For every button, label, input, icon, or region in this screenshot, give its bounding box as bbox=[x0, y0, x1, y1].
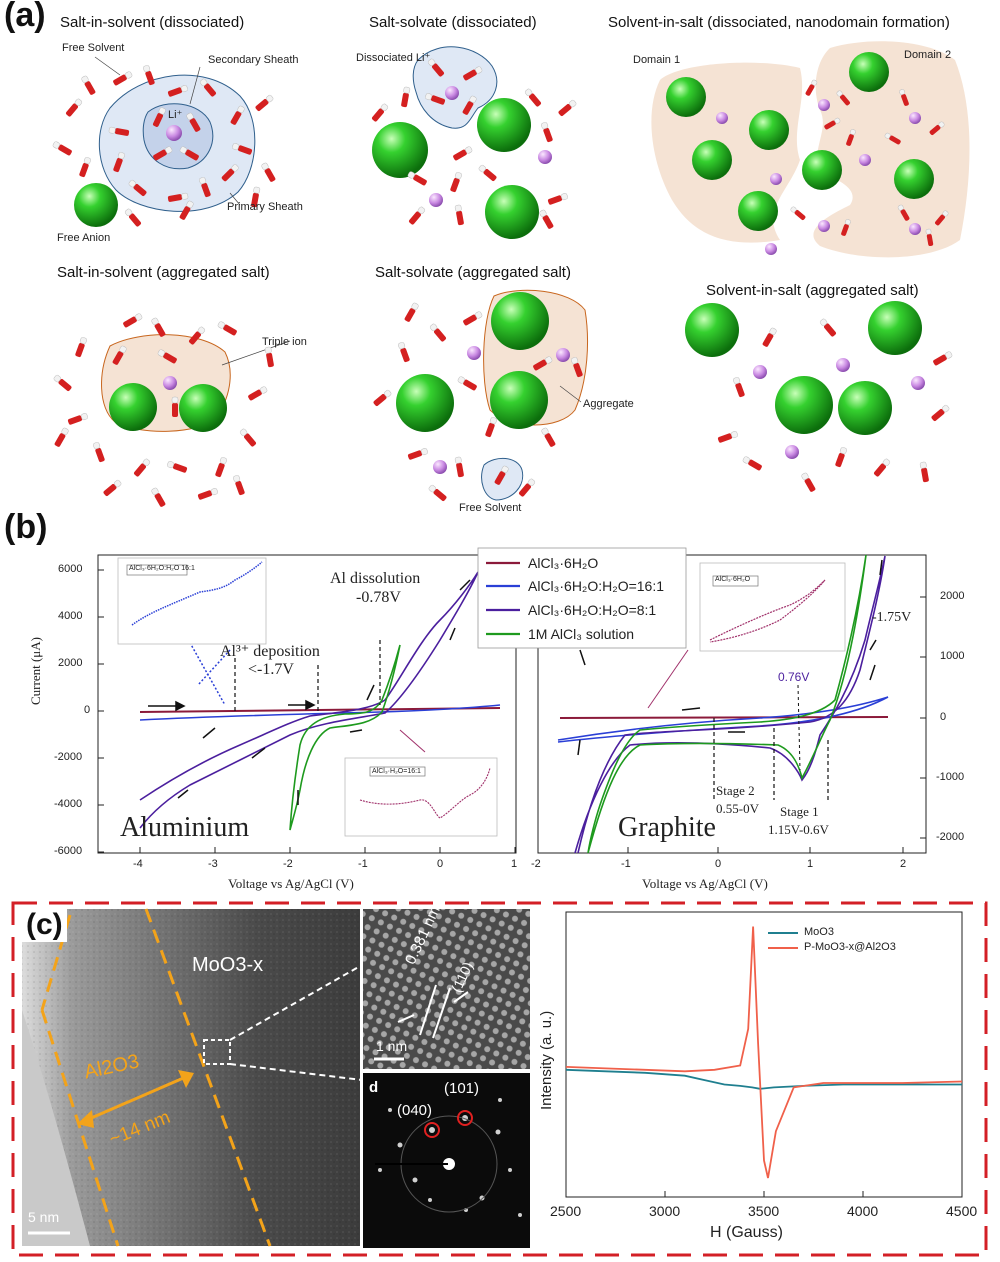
ann-al-deposition-value: <-1.7V bbox=[248, 661, 294, 678]
epr-xtick-3500: 3500 bbox=[748, 1203, 780, 1219]
label-dissociated-li: Dissociated Li⁺ bbox=[356, 52, 431, 64]
li-ion bbox=[166, 125, 182, 141]
label-triple-ion: Triple ion bbox=[262, 336, 307, 348]
title-solvent-in-salt-aggregated: Solvent-in-salt (aggregated salt) bbox=[706, 282, 919, 299]
epr-legend-p-moo3x: P-MoO3-x@Al2O3 bbox=[804, 941, 896, 953]
title-salt-in-solvent-aggregated: Salt-in-solvent (aggregated salt) bbox=[57, 264, 270, 281]
label-primary-sheath: Primary Sheath bbox=[227, 201, 303, 213]
ann-stage2-range: 0.55-0V bbox=[716, 801, 759, 816]
label-1nm-scale: 1 nm bbox=[376, 1038, 408, 1054]
panel-c-letter: (c) bbox=[22, 908, 67, 942]
title-salt-in-solvent-dissociated: Salt-in-solvent (dissociated) bbox=[60, 14, 245, 31]
legend-series-2: AlCl₃·6H₂O:H₂O=16:1 bbox=[528, 578, 665, 594]
left-xtick-1: 1 bbox=[511, 858, 518, 870]
left-xtick-0: 0 bbox=[437, 858, 444, 870]
ann-stage2: Stage 2 bbox=[716, 783, 755, 798]
title-salt-solvate-dissociated: Salt-solvate (dissociated) bbox=[369, 14, 537, 31]
panel-b-letter: (b) bbox=[4, 508, 48, 546]
left-inset-title: AlCl₃·6H₂O:H₂O 16:1 bbox=[129, 565, 195, 572]
label-moo3x: MoO3-x bbox=[192, 954, 264, 976]
right-xtick-n1: -1 bbox=[621, 858, 631, 870]
legend-series-4: 1M AlCl₃ solution bbox=[528, 626, 635, 642]
label-plane-040: (040) bbox=[397, 1102, 433, 1119]
epr-xtick-4000: 4000 bbox=[847, 1203, 879, 1219]
right-xtick-1: 1 bbox=[807, 858, 814, 870]
epr-xlabel: H (Gauss) bbox=[710, 1224, 783, 1241]
left-ytick-0: 0 bbox=[84, 704, 91, 716]
label-li-plus: Li⁺ bbox=[168, 109, 183, 121]
epr-xtick-3000: 3000 bbox=[649, 1203, 681, 1219]
left-ytick-2000: 2000 bbox=[58, 657, 83, 669]
right-xlabel: Voltage vs Ag/AgCl (V) bbox=[642, 876, 768, 891]
left-ytick-6000: 6000 bbox=[58, 563, 83, 575]
right-ytick-1000: 1000 bbox=[940, 650, 965, 662]
epr-ylabel: Intensity (a. u.) bbox=[538, 1010, 555, 1110]
ann-al-deposition: Al³⁺ deposition bbox=[220, 643, 320, 660]
label-domain-2: Domain 2 bbox=[904, 49, 952, 61]
epr-series-line-0 bbox=[565, 1068, 962, 1090]
right-ytick-0: 0 bbox=[940, 711, 947, 723]
left-xtick-n3: -3 bbox=[208, 858, 218, 870]
epr-series-line-1 bbox=[565, 926, 963, 1179]
right-label-graphite: Graphite bbox=[618, 812, 716, 843]
left-inset2-title: AlCl₃·H₂O=16:1 bbox=[372, 768, 421, 775]
label-domain-1: Domain 1 bbox=[633, 54, 681, 66]
left-label-aluminium: Aluminium bbox=[120, 812, 250, 843]
label-saed-d: d bbox=[369, 1079, 379, 1096]
epr-legend-moo3: MoO3 bbox=[804, 926, 834, 938]
panel-a-letter: (a) bbox=[4, 0, 46, 34]
free-anion-sphere bbox=[74, 183, 118, 227]
panel-a-molecular-illustration bbox=[51, 41, 970, 508]
legend-series-3: AlCl₃·6H₂O:H₂O=8:1 bbox=[528, 602, 657, 618]
label-secondary-sheath: Secondary Sheath bbox=[208, 54, 299, 66]
ann-stage1-range: 1.15V-0.6V bbox=[768, 822, 829, 837]
left-ytick-n4000: -4000 bbox=[54, 798, 83, 810]
right-xtick-2: 2 bbox=[900, 858, 907, 870]
panel-b-cv-plots bbox=[97, 547, 927, 854]
left-xlabel: Voltage vs Ag/AgCl (V) bbox=[228, 876, 354, 891]
left-ytick-n2000: -2000 bbox=[54, 751, 83, 763]
right-xtick-0: 0 bbox=[715, 858, 722, 870]
label-free-solvent: Free Solvent bbox=[62, 42, 125, 54]
right-inset-title: AlCl₃·6H₂O bbox=[715, 576, 751, 583]
legend-series-1: AlCl₃·6H₂O bbox=[528, 555, 599, 571]
title-salt-solvate-aggregated: Salt-solvate (aggregated salt) bbox=[375, 264, 571, 281]
ann-al-dissolution: Al dissolution bbox=[330, 570, 421, 587]
right-ytick-n2000: -2000 bbox=[936, 831, 965, 843]
epr-xtick-4500: 4500 bbox=[946, 1203, 978, 1219]
label-aggregate: Aggregate bbox=[583, 398, 634, 410]
left-xtick-n4: -4 bbox=[133, 858, 143, 870]
right-ytick-n1000: -1000 bbox=[936, 771, 965, 783]
label-free-anion: Free Anion bbox=[57, 232, 111, 244]
ann-076v: 0.76V bbox=[778, 670, 810, 684]
ann-stage1: Stage 1 bbox=[780, 804, 819, 819]
label-5nm-scale: 5 nm bbox=[28, 1209, 60, 1225]
title-solvent-in-salt-dissociated: Solvent-in-salt (dissociated, nanodomain… bbox=[608, 14, 950, 31]
left-xtick-n2: -2 bbox=[283, 858, 293, 870]
label-plane-101: (101) bbox=[444, 1080, 480, 1097]
right-xtick-n2: -2 bbox=[531, 858, 541, 870]
epr-xtick-2500: 2500 bbox=[550, 1203, 582, 1219]
ann-minus-175v: -1.75V bbox=[872, 610, 912, 625]
ann-al-dissolution-value: -0.78V bbox=[356, 589, 401, 606]
left-ytick-4000: 4000 bbox=[58, 610, 83, 622]
label-free-solvent-aggregated: Free Solvent bbox=[459, 502, 522, 514]
left-xtick-n1: -1 bbox=[358, 858, 368, 870]
hrtem-image bbox=[363, 909, 530, 1069]
right-ytick-2000: 2000 bbox=[940, 590, 965, 602]
left-ytick-n6000: -6000 bbox=[54, 845, 83, 857]
